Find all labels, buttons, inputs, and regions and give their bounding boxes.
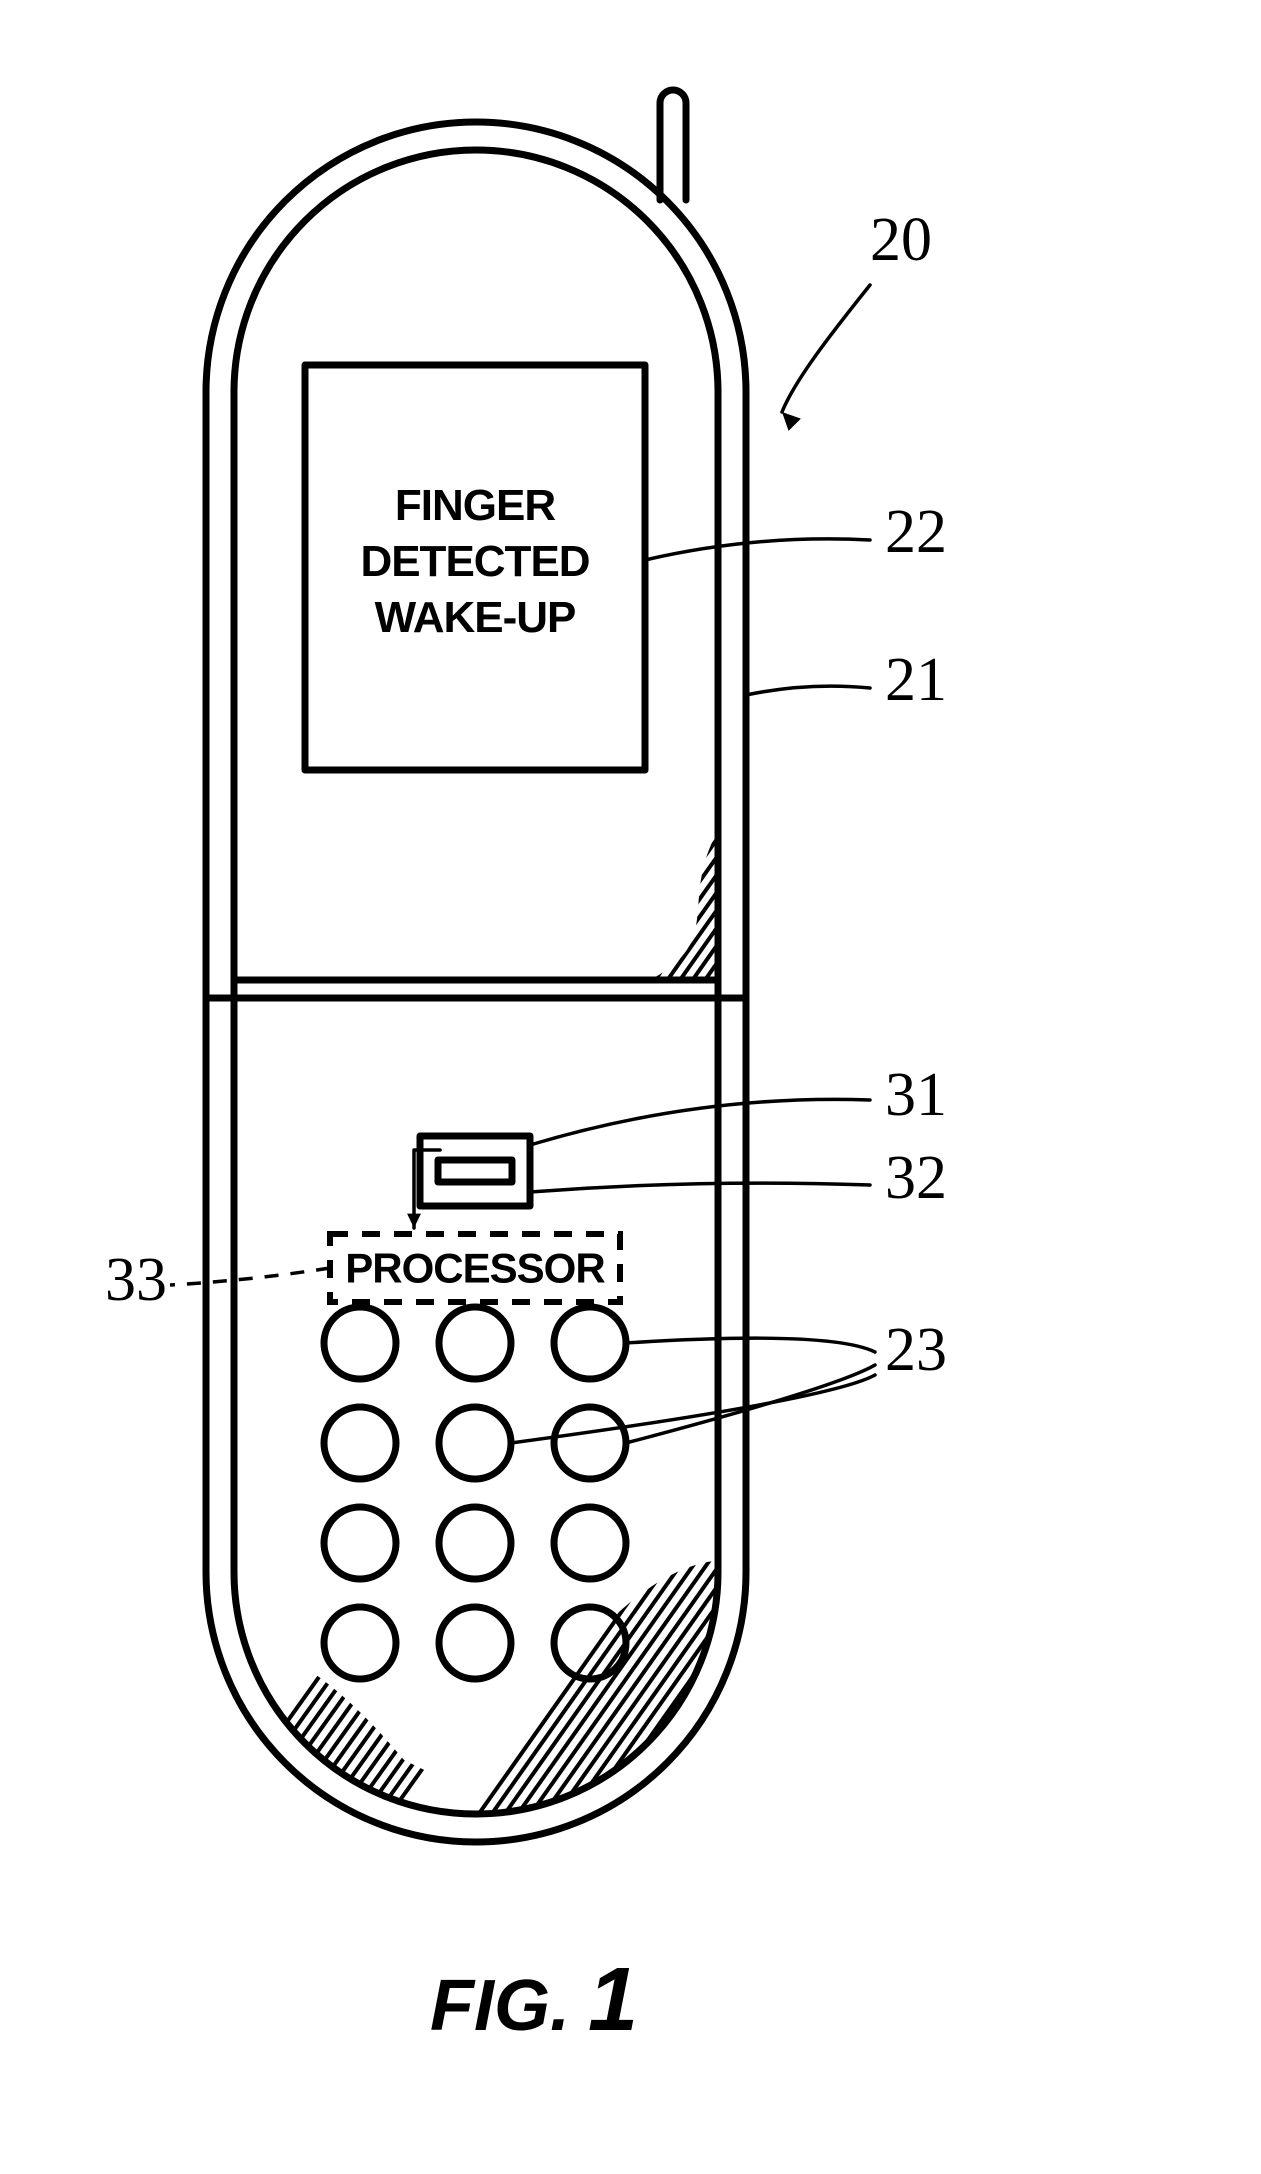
hatch-upper-right [555, 810, 838, 980]
display-text-line: DETECTED [360, 537, 589, 586]
antenna [660, 90, 686, 200]
display-text: FINGER DETECTED WAKE-UP [360, 481, 589, 642]
callout-21: 21 [885, 646, 947, 714]
keypad-button[interactable] [324, 1607, 396, 1679]
callout-32-leader [530, 1183, 870, 1192]
callout-33: 33 [105, 1246, 167, 1314]
figure-label-num: 1 [588, 1950, 638, 2050]
figure-label-fig: FIG. [430, 1966, 570, 2046]
keypad-button[interactable] [324, 1307, 396, 1379]
callout-20-arrow [782, 285, 870, 412]
display-text-line: FINGER [395, 481, 555, 530]
callout-31-leader [530, 1099, 870, 1145]
hatch-lower-left [174, 1600, 543, 1880]
keypad-button[interactable] [554, 1307, 626, 1379]
keypad-button[interactable] [324, 1407, 396, 1479]
keypad-button[interactable] [554, 1407, 626, 1479]
display-text-line: WAKE-UP [375, 593, 576, 642]
sensor-slot [438, 1160, 512, 1182]
callout-23: 23 [885, 1316, 947, 1384]
callout-23-leader-1 [626, 1365, 875, 1443]
callout-23-leader-0 [626, 1338, 875, 1352]
keypad [324, 1307, 626, 1679]
callout-33-leader [170, 1268, 330, 1285]
callout-20: 20 [870, 206, 932, 274]
keypad-button[interactable] [324, 1507, 396, 1579]
keypad-button[interactable] [439, 1407, 511, 1479]
callout-22: 22 [885, 498, 947, 566]
callout-22-leader [645, 539, 870, 560]
keypad-button[interactable] [439, 1507, 511, 1579]
keypad-button[interactable] [554, 1607, 626, 1679]
callout-32: 32 [885, 1144, 947, 1212]
callout-31: 31 [885, 1061, 947, 1129]
keypad-button[interactable] [554, 1507, 626, 1579]
processor-label: PROCESSOR [345, 1245, 605, 1292]
figure-label: FIG.1 [430, 1950, 638, 2050]
keypad-button[interactable] [439, 1607, 511, 1679]
keypad-button[interactable] [439, 1307, 511, 1379]
callout-21-leader [746, 686, 870, 695]
